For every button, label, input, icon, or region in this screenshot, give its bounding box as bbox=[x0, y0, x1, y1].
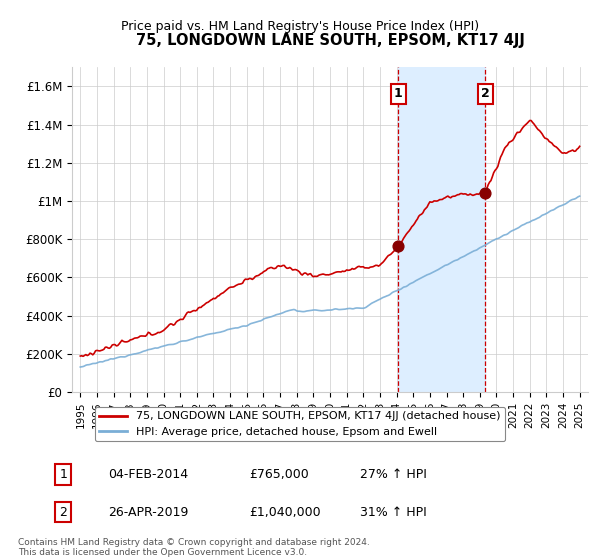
Bar bbox=[398, 67, 485, 392]
Text: 27% ↑ HPI: 27% ↑ HPI bbox=[361, 468, 427, 481]
Point bbox=[481, 189, 490, 198]
Text: Contains HM Land Registry data © Crown copyright and database right 2024.
This d: Contains HM Land Registry data © Crown c… bbox=[18, 538, 370, 557]
Text: £765,000: £765,000 bbox=[250, 468, 310, 481]
Point bbox=[393, 241, 403, 250]
Text: £1,040,000: £1,040,000 bbox=[250, 506, 321, 519]
Title: 75, LONGDOWN LANE SOUTH, EPSOM, KT17 4JJ: 75, LONGDOWN LANE SOUTH, EPSOM, KT17 4JJ bbox=[136, 33, 524, 48]
Text: 31% ↑ HPI: 31% ↑ HPI bbox=[361, 506, 427, 519]
Text: 2: 2 bbox=[481, 87, 490, 100]
Text: 2: 2 bbox=[59, 506, 67, 519]
Text: 26-APR-2019: 26-APR-2019 bbox=[109, 506, 189, 519]
Legend: 75, LONGDOWN LANE SOUTH, EPSOM, KT17 4JJ (detached house), HPI: Average price, d: 75, LONGDOWN LANE SOUTH, EPSOM, KT17 4JJ… bbox=[95, 407, 505, 441]
Text: 1: 1 bbox=[59, 468, 67, 481]
Text: 04-FEB-2014: 04-FEB-2014 bbox=[109, 468, 188, 481]
Text: 1: 1 bbox=[394, 87, 403, 100]
Text: Price paid vs. HM Land Registry's House Price Index (HPI): Price paid vs. HM Land Registry's House … bbox=[121, 20, 479, 32]
